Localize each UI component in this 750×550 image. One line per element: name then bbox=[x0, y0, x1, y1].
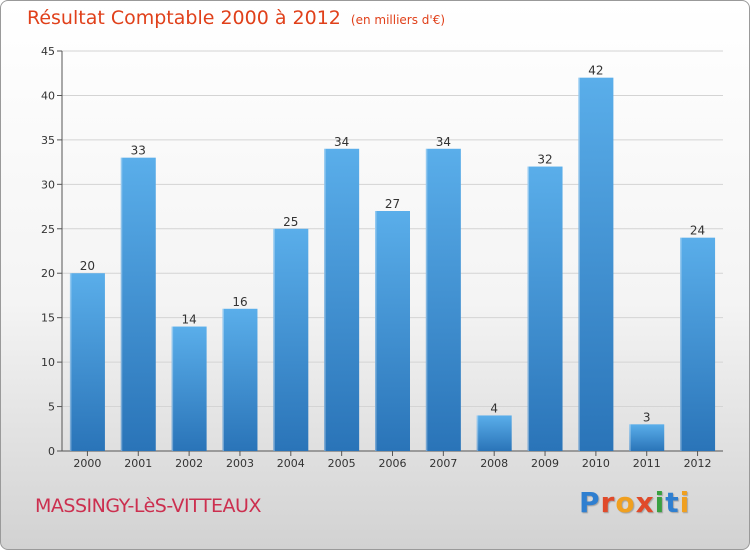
y-tick-label: 30 bbox=[41, 178, 55, 191]
data-label: 33 bbox=[131, 144, 146, 158]
y-tick-label: 0 bbox=[48, 445, 55, 458]
bar-highlight bbox=[120, 157, 123, 451]
data-label: 32 bbox=[537, 153, 552, 167]
x-tick-label: 2002 bbox=[175, 457, 203, 470]
bar bbox=[629, 424, 665, 451]
chart-title: Résultat Comptable 2000 à 2012 (en millie… bbox=[27, 7, 445, 29]
bar bbox=[273, 228, 309, 451]
bar bbox=[324, 148, 360, 451]
y-tick-label: 25 bbox=[41, 223, 55, 236]
y-tick-label: 5 bbox=[48, 401, 55, 414]
data-label: 27 bbox=[385, 197, 400, 211]
data-label: 34 bbox=[436, 135, 451, 149]
brand-letter: P bbox=[579, 486, 601, 519]
x-tick-label: 2009 bbox=[531, 457, 559, 470]
data-label: 14 bbox=[181, 313, 196, 327]
bar bbox=[527, 166, 563, 452]
chart-title-text: Résultat Comptable 2000 à 2012 bbox=[27, 7, 341, 29]
y-tick-label: 35 bbox=[41, 134, 55, 147]
bar-highlight bbox=[69, 273, 72, 451]
bar-highlight bbox=[375, 211, 377, 451]
y-tick-label: 40 bbox=[41, 89, 55, 102]
bar bbox=[171, 326, 207, 451]
chart-subtitle: (en milliers d'€) bbox=[350, 13, 446, 27]
brand-logo: Proxiti bbox=[579, 486, 690, 519]
brand-letter: o bbox=[615, 486, 636, 519]
place-name: MASSINGY-LèS-VITTEAUX bbox=[35, 495, 261, 517]
data-label: 16 bbox=[232, 295, 247, 309]
x-tick-label: 2004 bbox=[277, 457, 305, 470]
bar bbox=[222, 308, 258, 451]
x-tick-label: 2003 bbox=[226, 457, 254, 470]
x-tick-label: 2008 bbox=[480, 457, 508, 470]
y-tick-label: 45 bbox=[41, 45, 55, 58]
y-tick-label: 15 bbox=[41, 312, 55, 325]
bar bbox=[375, 211, 410, 451]
bar bbox=[680, 237, 716, 451]
bar-highlight bbox=[476, 415, 479, 451]
bar-highlight bbox=[222, 308, 224, 451]
bar bbox=[476, 415, 512, 451]
bar-highlight bbox=[324, 148, 326, 451]
brand-letter: i bbox=[654, 486, 666, 519]
x-tick-label: 2005 bbox=[328, 457, 356, 470]
data-label: 4 bbox=[490, 401, 498, 415]
brand-letter: r bbox=[600, 486, 616, 519]
bar bbox=[69, 273, 105, 451]
bar-highlight bbox=[273, 228, 275, 451]
x-tick-label: 2007 bbox=[429, 457, 457, 470]
data-label: 20 bbox=[80, 259, 95, 273]
bar-highlight bbox=[171, 326, 174, 451]
data-label: 34 bbox=[334, 135, 349, 149]
y-tick-label: 20 bbox=[41, 267, 55, 280]
brand-letter: t bbox=[665, 486, 680, 519]
data-label: 42 bbox=[588, 64, 603, 78]
bar-highlight bbox=[578, 77, 580, 452]
x-tick-label: 2001 bbox=[124, 457, 152, 470]
bar bbox=[578, 77, 614, 452]
bar bbox=[425, 148, 461, 451]
x-tick-label: 2010 bbox=[582, 457, 610, 470]
bar-highlight bbox=[425, 148, 428, 451]
brand-letter: x bbox=[635, 486, 655, 519]
data-label: 3 bbox=[643, 410, 651, 424]
x-tick-label: 2012 bbox=[684, 457, 712, 470]
bar bbox=[120, 157, 156, 451]
bar-highlight bbox=[680, 237, 682, 451]
brand-letter: i bbox=[679, 486, 691, 519]
data-label: 24 bbox=[690, 224, 705, 238]
x-tick-label: 2011 bbox=[633, 457, 661, 470]
x-tick-label: 2006 bbox=[379, 457, 407, 470]
bar-highlight bbox=[527, 166, 530, 452]
bar-highlight bbox=[629, 424, 631, 451]
y-tick-label: 10 bbox=[41, 356, 55, 369]
x-tick-label: 2000 bbox=[73, 457, 101, 470]
data-label: 25 bbox=[283, 215, 298, 229]
